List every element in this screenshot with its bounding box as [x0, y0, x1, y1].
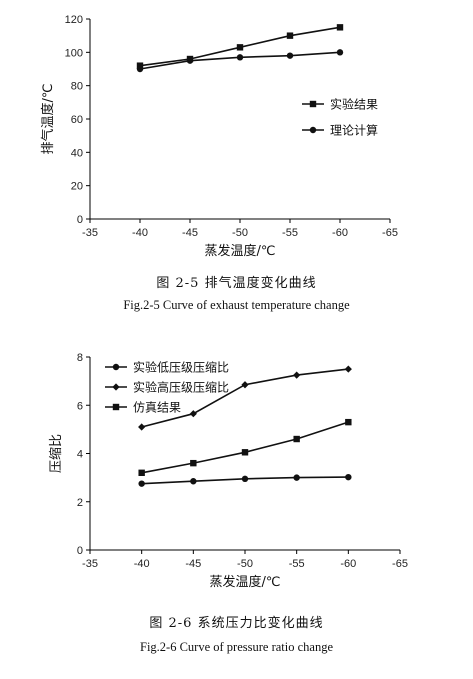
data-point: [336, 49, 344, 56]
x-tick-label: -50: [232, 227, 248, 239]
y-axis-label: 压缩比: [48, 434, 64, 473]
legend-entry: 实验高压级压缩比: [133, 380, 229, 395]
data-point: [236, 54, 244, 61]
y-axis-label: 排气温度/℃: [40, 84, 56, 155]
data-point: [241, 449, 249, 456]
data-point: [189, 410, 197, 418]
tick-labels: 0 2 4 6 8 -35 -40 -45 -50 -55 -60 -65: [77, 352, 408, 570]
series-line: [141, 368, 349, 428]
data-point: [138, 469, 145, 476]
x-axis-label: 蒸发温度/℃: [205, 243, 276, 259]
y-tick-label: 80: [71, 81, 83, 93]
data-point: [345, 418, 352, 426]
legend-marker: [309, 100, 317, 108]
legend-marker: [112, 383, 120, 391]
legend-marker: [112, 403, 120, 411]
legend-entry: 实验结果: [330, 97, 378, 112]
figure-caption-en: Fig.2-5 Curve of exhaust temperature cha…: [123, 298, 350, 312]
x-tick-label: -55: [289, 558, 305, 570]
data-point: [336, 24, 344, 31]
data-point: [286, 52, 294, 59]
y-tick-label: 4: [77, 449, 83, 461]
figure-caption-cn: 图 2-6 系统压力比变化曲线: [149, 616, 324, 631]
series-group: [136, 24, 344, 73]
y-tick-label: 0: [77, 214, 83, 226]
data-point: [136, 65, 144, 73]
data-point: [138, 480, 145, 487]
data-point: [241, 475, 249, 483]
x-tick-label: -35: [82, 227, 98, 239]
x-tick-label: -40: [132, 227, 148, 239]
data-point: [293, 435, 300, 443]
x-tick-label: -45: [182, 227, 198, 239]
data-point: [241, 381, 249, 389]
data-point: [345, 473, 352, 481]
x-tick-label: -65: [382, 227, 398, 239]
x-tick-label: -35: [82, 558, 98, 570]
x-tick-label: -40: [134, 558, 150, 570]
y-tick-label: 2: [77, 497, 83, 509]
data-point: [344, 365, 352, 373]
y-tick-label: 6: [77, 400, 83, 412]
data-point: [293, 371, 301, 379]
y-tick-label: 0: [77, 545, 83, 557]
x-axis-label: 蒸发温度/℃: [210, 574, 281, 590]
y-tick-label: 40: [71, 147, 83, 159]
x-tick-label: -45: [185, 558, 201, 570]
legend-marker: [309, 126, 317, 134]
x-tick-label: -65: [392, 558, 408, 570]
legend-entry: 理论计算: [330, 123, 378, 138]
data-point: [186, 57, 194, 64]
figure-caption-en: Fig.2-6 Curve of pressure ratio change: [140, 640, 333, 654]
chart-axes: [86, 18, 391, 223]
pressure-ratio-chart: 0 2 4 6 8 -35 -40 -45 -50 -55 -60 -65 实验低压级压缩比实验高压级…: [48, 352, 408, 590]
x-tick-label: -60: [340, 558, 356, 570]
tick-labels: 0 20 40 60 80 100 120 -35 -40 -45 -50 -55 -60 -65: [65, 14, 398, 239]
series-group: [138, 365, 352, 487]
data-point: [286, 32, 294, 39]
y-tick-label: 8: [77, 352, 83, 364]
x-tick-label: -50: [237, 558, 253, 570]
legend-marker: [112, 363, 120, 371]
x-tick-label: -60: [332, 227, 348, 239]
y-tick-label: 60: [71, 114, 83, 126]
y-tick-label: 100: [65, 47, 83, 59]
data-point: [138, 423, 146, 431]
exhaust-temperature-chart: 0 20 40 60 80 100 120 -35 -40 -45 -50 -55 -60 -65 实验结…: [40, 14, 398, 259]
data-point: [293, 474, 300, 481]
y-tick-label: 20: [71, 181, 83, 193]
data-point: [190, 459, 197, 467]
x-tick-label: -55: [282, 227, 298, 239]
series-line: [141, 421, 349, 474]
legend-entry: 仿真结果: [133, 401, 181, 415]
chart-axes: [86, 356, 401, 554]
legend-entry: 实验低压级压缩比: [133, 360, 229, 375]
data-point: [236, 44, 244, 51]
figure-caption-cn: 图 2-5 排气温度变化曲线: [156, 276, 317, 291]
data-point: [136, 62, 144, 69]
data-point: [190, 478, 197, 485]
y-tick-label: 120: [65, 14, 83, 26]
